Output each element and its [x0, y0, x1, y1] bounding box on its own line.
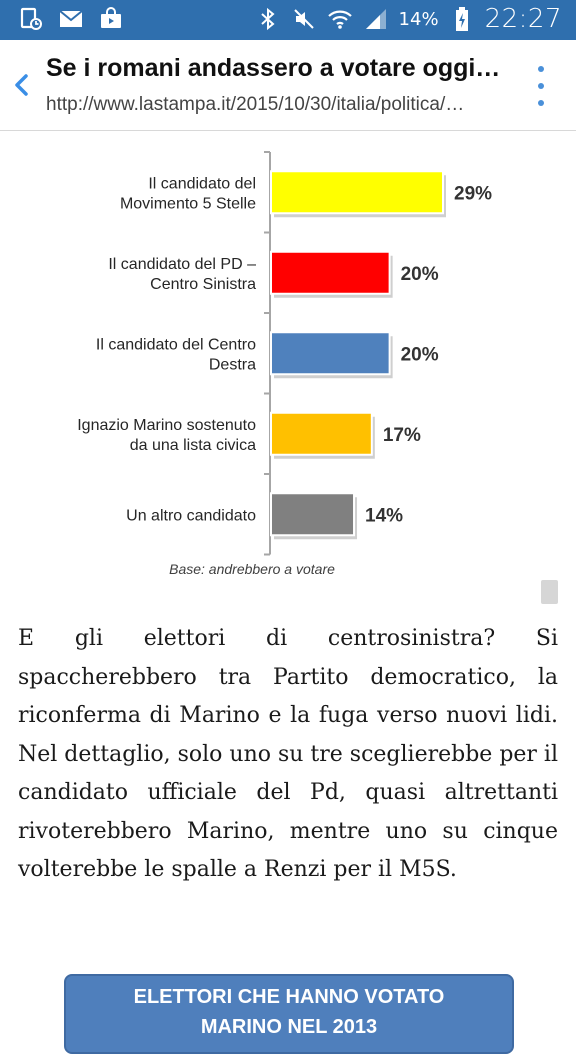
- chart-bar: [270, 331, 391, 376]
- signal-icon: [363, 6, 389, 32]
- chart-category-label: Centro Sinistra: [150, 276, 256, 293]
- battery-percent: 14%: [398, 8, 439, 30]
- chart-category-label: Il candidato del: [148, 175, 256, 192]
- status-bar: 14% 22:27: [0, 0, 576, 40]
- chart-footnote: Base: andrebbero a votare: [169, 561, 335, 577]
- chart-bar: [270, 411, 373, 456]
- chart-category-label: da una lista civica: [130, 437, 256, 454]
- chart-category-label: Ignazio Marino sostenuto: [77, 417, 256, 434]
- browser-title-bar: Se i romani andassero a votare oggi… htt…: [0, 40, 576, 131]
- chart-category-label: Il candidato del PD –: [108, 256, 256, 273]
- overflow-menu-icon[interactable]: [530, 66, 552, 106]
- chart-category-label: Il candidato del Centro: [96, 336, 256, 353]
- chart-data-label: 14%: [365, 505, 403, 526]
- bluetooth-icon: [255, 6, 281, 32]
- mail-icon: [58, 6, 84, 32]
- page-title: Se i romani andassero a votare oggi…: [46, 54, 501, 82]
- article-paragraph: E gli elettori di centrosinistra? Si spa…: [18, 626, 558, 882]
- chart-category-label: Movimento 5 Stelle: [120, 195, 256, 212]
- chart-bar: [270, 492, 356, 537]
- notification-icons: [18, 6, 124, 32]
- bar-chart: 29% Il candidato del Movimento 5 Stelle 20%…: [0, 130, 576, 600]
- chart-data-label: 17%: [383, 425, 421, 446]
- chart-category-label: Un altro candidato: [126, 507, 256, 524]
- section-banner: ELETTORI CHE HANNO VOTATO MARINO NEL 201…: [64, 974, 514, 1054]
- chart-bar: [270, 170, 444, 215]
- chart-data-label: 20%: [401, 264, 439, 285]
- banner-line-1: ELETTORI CHE HANNO VOTATO: [133, 986, 445, 1008]
- gallery-notification-icon: [18, 6, 44, 32]
- system-icons: 14% 22:27: [255, 4, 562, 34]
- chart-data-label: 20%: [401, 344, 439, 365]
- clock: 22:27: [484, 4, 562, 34]
- chart-bar: [270, 250, 391, 295]
- scrollbar-thumb[interactable]: [541, 580, 558, 604]
- chevron-left-icon[interactable]: [8, 70, 34, 100]
- shopping-bag-icon: [98, 6, 124, 32]
- wifi-icon: [327, 6, 353, 32]
- mute-icon: [291, 6, 317, 32]
- chart-data-label: 29%: [454, 183, 492, 204]
- page-url[interactable]: http://www.lastampa.it/2015/10/30/italia…: [46, 94, 465, 115]
- chart-category-label: Destra: [209, 356, 256, 373]
- banner-line-2: MARINO NEL 2013: [200, 1016, 378, 1038]
- chart-canvas: 29% Il candidato del Movimento 5 Stelle 20%…: [77, 151, 492, 577]
- battery-charging-icon: [449, 6, 475, 32]
